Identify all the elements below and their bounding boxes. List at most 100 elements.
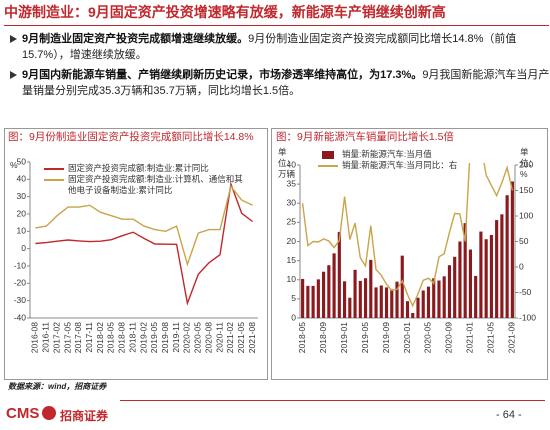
bar: [311, 285, 315, 318]
bar: [327, 265, 331, 318]
x-tick-label: 2017-08: [73, 322, 83, 353]
y-tick-label: -10: [14, 260, 27, 270]
y-tick-label: 30: [287, 198, 297, 208]
bar: [458, 241, 462, 318]
x-tick-label: 2016-11: [41, 322, 51, 353]
y-tick-label: 15: [287, 255, 297, 265]
chart-title: 图：9月份制造业固定资产投资完成额同比增长14.8%: [8, 131, 254, 143]
bullet-bold: 9月国内新能源车销量、产销继续刷新历史记录，市场渗透率维持高位，为17.3%。: [22, 69, 423, 81]
y-tick-label: -40: [14, 312, 27, 322]
x-tick-label: 2020-05: [423, 322, 433, 353]
bar: [301, 278, 305, 318]
x-tick-label: 2018-05: [106, 322, 116, 353]
source: 数据来源：wind，招商证券: [8, 382, 107, 391]
y-tick-label: 35: [287, 178, 297, 188]
legend-line: [318, 165, 338, 167]
bar: [343, 281, 347, 318]
y-tick-label: 10: [287, 274, 297, 284]
x-tick-label: 2019-11: [171, 322, 181, 353]
bar: [306, 285, 310, 318]
bar: [484, 239, 488, 318]
line: [35, 181, 254, 306]
x-tick-label: 2017-02: [51, 322, 61, 353]
bar: [468, 249, 472, 318]
y-tick-label: 40: [17, 174, 27, 184]
bar: [379, 285, 383, 318]
y-tick-label: 0: [291, 312, 296, 322]
legend-item: 销量:新能源汽车:当月同比：右: [318, 160, 523, 171]
bar: [479, 231, 483, 318]
legend-line: [44, 168, 64, 170]
bar: [337, 231, 341, 318]
bar: [474, 275, 478, 318]
y-tick-label: -20: [14, 278, 27, 288]
chart-title: 图：9月新能源汽车销量同比增长1.5倍: [276, 131, 454, 143]
y-tick-label: 25: [287, 217, 297, 227]
x-tick-label: 2020-08: [203, 322, 213, 353]
line: [301, 163, 514, 308]
x-tick-label: 2021-05: [486, 322, 496, 353]
y2-tick-label: 150: [519, 185, 533, 195]
bar: [395, 281, 399, 318]
x-tick-label: 2018-02: [95, 322, 105, 353]
bar: [453, 256, 457, 318]
x-tick-label: 2021-02: [225, 322, 235, 353]
y2-tick-label: 200: [519, 159, 533, 169]
chart-panel: [4, 128, 268, 380]
bar: [421, 290, 425, 318]
bar: [322, 271, 326, 318]
brand: CMS: [6, 405, 40, 422]
bar: [353, 269, 357, 318]
x-tick-label: 2021-09: [507, 322, 517, 353]
legend: 销量:新能源汽车:当月值 销量:新能源汽车:当月同比：右: [318, 149, 523, 171]
x-tick-label: 2017-11: [84, 322, 94, 353]
bullet-text: 9月份制造业固定资产投资完成额同比增长14.8%（前值15.7%），增速继续放缓…: [22, 33, 517, 61]
bar: [374, 287, 378, 318]
legend-item: 固定资产投资完成额:制造业:累计同比: [44, 163, 249, 174]
bar: [405, 301, 410, 318]
legend-item: 销量:新能源汽车:当月值: [318, 149, 523, 160]
x-tick-label: 2021-08: [247, 322, 257, 353]
legend-label: 销量:新能源汽车:当月同比：右: [342, 160, 458, 170]
y-tick-label: 5: [291, 293, 296, 303]
y-tick-label: 50: [17, 156, 27, 166]
bar: [390, 289, 394, 318]
bullet: 9月国内新能源车销量、产销继续刷新历史记录，市场渗透率维持高位，为17.3%。9…: [8, 67, 550, 99]
bar: [369, 259, 373, 318]
y2-tick-label: 100: [519, 210, 533, 220]
legend-label: 销量:新能源汽车:当月值: [342, 149, 432, 159]
y-tick-label: -30: [14, 295, 27, 305]
bullet-bold: 9月制造业固定资产投资完成额增速继续放缓。: [22, 33, 249, 45]
x-tick-label: 2020-02: [182, 322, 192, 353]
x-tick-label: 2018-08: [117, 322, 127, 353]
y-tick-label: 40: [287, 159, 297, 169]
bullet: 9月制造业固定资产投资完成额增速继续放缓。9月份制造业固定资产投资完成额同比增长…: [8, 31, 550, 63]
x-tick-label: 2019-09: [381, 322, 391, 353]
y-axis-label: %: [10, 160, 18, 170]
bar: [348, 297, 352, 318]
y2-tick-label: 50: [519, 236, 529, 246]
x-tick-label: 2017-05: [62, 322, 72, 353]
bar: [489, 234, 493, 318]
bar: [358, 280, 362, 318]
x-tick-label: 2019-05: [149, 322, 159, 353]
x-tick-label: 2020-01: [402, 322, 412, 353]
bar: [432, 278, 436, 318]
x-tick-label: 2019-01: [339, 322, 349, 353]
y-tick-label: 20: [287, 236, 297, 246]
bar: [463, 223, 467, 318]
bar: [411, 313, 415, 318]
bar: [316, 279, 320, 318]
x-tick-label: 2020-05: [193, 322, 203, 353]
bar: [505, 195, 509, 318]
bar: [426, 286, 431, 318]
bar: [500, 214, 504, 318]
y-tick-label: 30: [17, 191, 27, 201]
x-tick-label: 2020-09: [444, 322, 454, 353]
bullet-text: 9月我国新能源汽车当月产量销量分别完成35.3万辆和35.7万辆，同比均增长1.…: [22, 69, 550, 97]
bar: [447, 265, 452, 318]
x-tick-label: 2021-05: [236, 322, 246, 353]
bar: [363, 278, 368, 318]
x-tick-label: 2019-05: [360, 322, 370, 353]
